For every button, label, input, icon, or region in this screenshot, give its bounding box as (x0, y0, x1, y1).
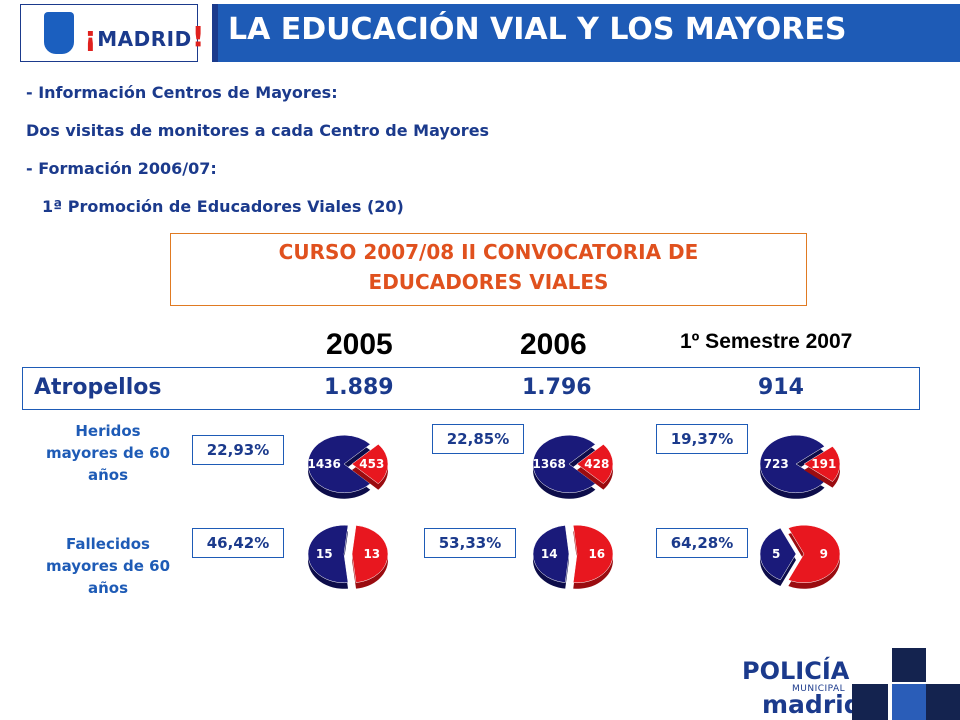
fallecidos-pct-2007: 64,28% (656, 528, 748, 558)
pie-slice-blue-label: 5 (772, 547, 780, 561)
fallecidos-label: Fallecidos mayores de 60 años (45, 535, 171, 597)
pie-svg: 1368 428 (532, 434, 614, 499)
pie-slice-blue (759, 527, 797, 581)
atropellos-label: Atropellos (34, 375, 162, 400)
pie-slice-blue (532, 434, 596, 494)
policia-logo-line2: MUNICIPAL (792, 684, 846, 694)
atropellos-2005: 1.889 (324, 375, 394, 400)
fallecidos-pct-2005: 46,42% (192, 528, 284, 558)
policia-logo-line3: madrid (762, 690, 862, 719)
pie-heridos-2007: 723 191 (752, 420, 852, 514)
pie-slice-blue (759, 434, 825, 494)
atropellos-2007: 914 (758, 375, 804, 400)
heridos-pct-2006: 22,85% (432, 424, 524, 454)
pie-slice-blue-label: 14 (541, 547, 558, 561)
pie-fallecidos-2006: 14 16 (525, 510, 625, 604)
pie-slice-red-label: 9 (820, 547, 828, 561)
bullet-promocion: 1ª Promoción de Educadores Viales (20) (42, 197, 404, 216)
year-2005: 2005 (326, 328, 393, 361)
atropellos-row (22, 367, 920, 410)
course-line-2: EDUCADORES VIALES (368, 270, 609, 294)
pie-slice-blue-label: 15 (316, 547, 333, 561)
checker-square (892, 648, 926, 682)
pie-svg: 14 16 (532, 524, 614, 589)
pie-heridos-2005: 1436 453 (300, 420, 400, 514)
pie-slice-blue-label: 1436 (307, 457, 340, 471)
heridos-label: Heridos mayores de 60 años (45, 422, 171, 484)
bullet-formacion: - Formación 2006/07: (26, 159, 217, 178)
heridos-pct-2007: 19,37% (656, 424, 748, 454)
pie-slice-blue-label: 723 (764, 457, 789, 471)
pie-svg: 1436 453 (307, 434, 389, 499)
bullet-visitas: Dos visitas de monitores a cada Centro d… (26, 121, 490, 140)
page-title: LA EDUCACIÓN VIAL Y LOS MAYORES (228, 12, 847, 47)
pie-slice-red-label: 428 (584, 457, 609, 471)
pie-slice-red (788, 524, 841, 584)
madrid-logo-text: ¡MADRID! (84, 20, 205, 53)
title-bar-inner (218, 4, 960, 62)
pie-slice-red-label: 13 (363, 547, 380, 561)
pie-svg: 723 191 (759, 434, 841, 499)
pie-slice-blue (532, 525, 570, 583)
madrid-shield-icon (44, 12, 74, 54)
bullet-info-centros: - Información Centros de Mayores: (26, 83, 338, 102)
year-2007-semestre: 1º Semestre 2007 (680, 330, 853, 353)
pie-slice-blue-label: 1368 (532, 457, 565, 471)
course-box (170, 233, 807, 306)
checker-square (852, 684, 888, 720)
pie-slice-blue (307, 524, 349, 584)
pie-fallecidos-2005: 15 13 (300, 510, 400, 604)
year-2006: 2006 (520, 328, 587, 361)
pie-slice-red (576, 444, 614, 484)
checker-square (926, 684, 960, 720)
pie-slice-red (572, 524, 614, 584)
pie-slice-red (351, 443, 389, 485)
pie-slice-red-label: 191 (811, 457, 836, 471)
pie-heridos-2006: 1368 428 (525, 420, 625, 514)
pie-slice-red-label: 453 (359, 457, 384, 471)
checker-square (892, 684, 926, 720)
pie-slice-red (803, 446, 841, 482)
course-line-1: CURSO 2007/08 II CONVOCATORIA DE (278, 240, 699, 264)
policia-logo-line1: POLICÍA (742, 657, 850, 685)
heridos-pct-2005: 22,93% (192, 435, 284, 465)
pie-svg: 15 13 (307, 524, 389, 589)
atropellos-2006: 1.796 (522, 375, 592, 400)
pie-slice-red-label: 16 (588, 547, 605, 561)
fallecidos-pct-2006: 53,33% (424, 528, 516, 558)
pie-slice-blue (307, 434, 371, 494)
pie-slice-red (351, 525, 389, 583)
